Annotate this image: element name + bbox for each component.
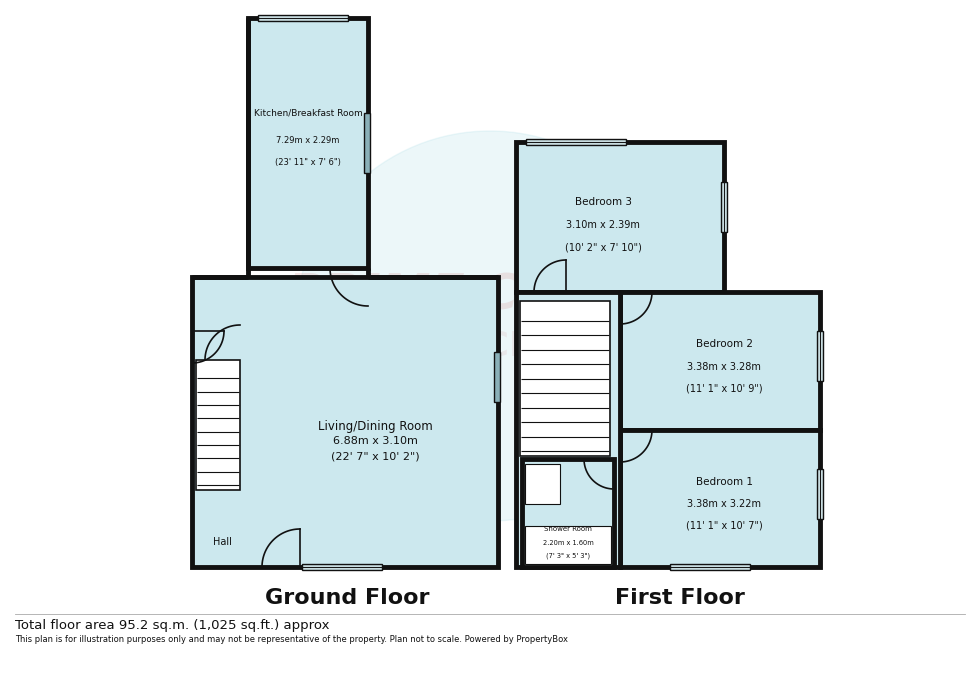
Bar (364, 113, 370, 173)
Text: First Floor: First Floor (615, 588, 745, 608)
Text: Ground Floor: Ground Floor (265, 588, 429, 608)
Text: Bedroom 3: Bedroom 3 (575, 197, 632, 207)
Bar (721, 182, 727, 232)
Bar (817, 469, 823, 519)
Text: 7.29m x 2.29m: 7.29m x 2.29m (276, 136, 340, 145)
Text: Bedroom 1: Bedroom 1 (696, 477, 753, 487)
Bar (522, 459, 614, 567)
Text: (10' 2" x 7' 10"): (10' 2" x 7' 10") (564, 242, 642, 252)
Bar (516, 142, 724, 292)
Text: PRIME CHOICE: PRIME CHOICE (355, 329, 625, 362)
Circle shape (295, 131, 685, 521)
Bar (192, 277, 498, 567)
Text: Living/Dining Room: Living/Dining Room (318, 420, 433, 433)
Text: Hall: Hall (213, 537, 231, 547)
Ellipse shape (531, 527, 553, 557)
Bar (516, 292, 620, 567)
Text: 3.38m x 3.22m: 3.38m x 3.22m (687, 499, 761, 509)
Bar (248, 18, 368, 268)
Text: 6.88m x 3.10m: 6.88m x 3.10m (333, 436, 418, 447)
Text: (23' 11" x 7' 6"): (23' 11" x 7' 6") (275, 158, 341, 167)
Text: Total floor area 95.2 sq.m. (1,025 sq.ft.) approx: Total floor area 95.2 sq.m. (1,025 sq.ft… (15, 619, 329, 632)
Bar (670, 564, 750, 570)
Bar (525, 464, 560, 504)
Text: 3.10m x 2.39m: 3.10m x 2.39m (566, 220, 640, 230)
Text: 2.20m x 1.60m: 2.20m x 1.60m (543, 541, 593, 546)
Bar (196, 360, 240, 490)
Bar (494, 352, 500, 402)
Text: Kitchen/Breakfast Room: Kitchen/Breakfast Room (254, 108, 363, 117)
Text: PRIME CHOICE: PRIME CHOICE (287, 272, 693, 320)
Bar (525, 526, 611, 564)
Text: Bedroom 2: Bedroom 2 (696, 340, 753, 349)
Text: (22' 7" x 10' 2"): (22' 7" x 10' 2") (331, 451, 419, 462)
Bar (526, 139, 626, 145)
Bar (258, 15, 348, 21)
Bar (520, 301, 610, 456)
Bar (817, 331, 823, 381)
Bar (302, 564, 382, 570)
Text: (11' 1" x 10' 9"): (11' 1" x 10' 9") (686, 383, 762, 394)
Text: This plan is for illustration purposes only and may not be representative of the: This plan is for illustration purposes o… (15, 635, 568, 645)
Text: Shower Room: Shower Room (544, 526, 592, 532)
Text: 3.38m x 3.28m: 3.38m x 3.28m (687, 362, 760, 372)
Bar (620, 430, 820, 567)
Text: (11' 1" x 10' 7"): (11' 1" x 10' 7") (686, 521, 762, 531)
Text: (7' 3" x 5' 3"): (7' 3" x 5' 3") (546, 553, 590, 560)
Bar (620, 292, 820, 430)
